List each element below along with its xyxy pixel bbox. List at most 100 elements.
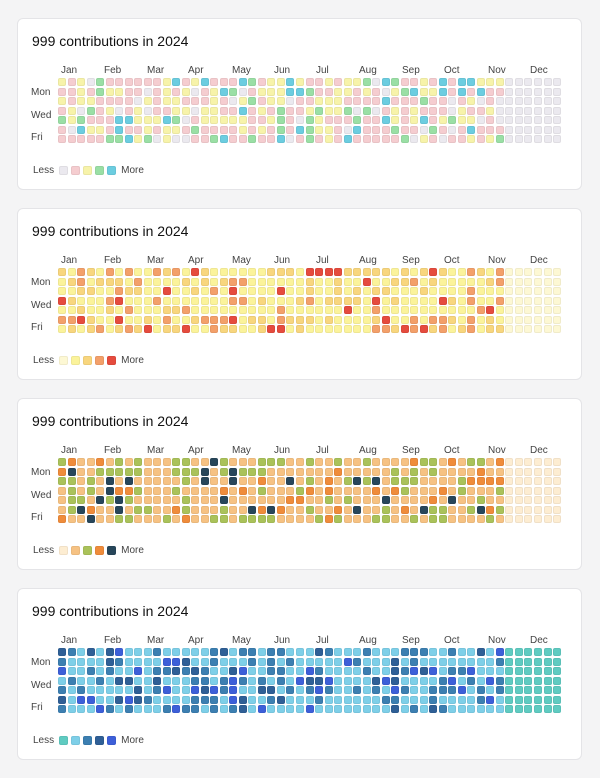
contribution-cell[interactable] <box>172 477 181 486</box>
contribution-cell[interactable] <box>400 505 409 514</box>
contribution-cell[interactable] <box>505 686 514 695</box>
contribution-cell[interactable] <box>143 515 152 524</box>
contribution-cell[interactable] <box>191 695 200 704</box>
contribution-cell[interactable] <box>286 78 295 86</box>
contribution-cell[interactable] <box>124 325 133 334</box>
contribution-cell[interactable] <box>505 505 514 514</box>
contribution-cell[interactable] <box>362 306 371 315</box>
contribution-cell[interactable] <box>219 125 228 134</box>
contribution-cell[interactable] <box>124 116 133 125</box>
contribution-cell[interactable] <box>353 135 362 144</box>
contribution-cell[interactable] <box>210 496 219 505</box>
contribution-cell[interactable] <box>219 486 228 495</box>
contribution-cell[interactable] <box>58 116 66 125</box>
contribution-cell[interactable] <box>343 477 352 486</box>
contribution-cell[interactable] <box>486 125 495 134</box>
contribution-cell[interactable] <box>305 477 314 486</box>
contribution-cell[interactable] <box>495 657 504 666</box>
contribution-cell[interactable] <box>353 277 362 286</box>
contribution-cell[interactable] <box>238 667 247 676</box>
contribution-cell[interactable] <box>343 277 352 286</box>
contribution-cell[interactable] <box>105 705 114 714</box>
contribution-cell[interactable] <box>191 686 200 695</box>
contribution-cell[interactable] <box>67 306 76 315</box>
contribution-cell[interactable] <box>248 686 257 695</box>
contribution-cell[interactable] <box>495 686 504 695</box>
contribution-cell[interactable] <box>334 135 343 144</box>
contribution-cell[interactable] <box>372 458 381 466</box>
contribution-cell[interactable] <box>362 486 371 495</box>
contribution-cell[interactable] <box>457 477 466 486</box>
contribution-cell[interactable] <box>438 477 447 486</box>
contribution-cell[interactable] <box>219 657 228 666</box>
contribution-cell[interactable] <box>248 505 257 514</box>
contribution-cell[interactable] <box>96 306 105 315</box>
contribution-cell[interactable] <box>296 135 304 144</box>
contribution-cell[interactable] <box>86 505 95 514</box>
contribution-cell[interactable] <box>77 97 86 106</box>
contribution-cell[interactable] <box>534 648 542 656</box>
contribution-cell[interactable] <box>524 486 533 495</box>
contribution-cell[interactable] <box>86 116 95 125</box>
contribution-cell[interactable] <box>67 705 76 714</box>
contribution-cell[interactable] <box>505 78 514 86</box>
contribution-cell[interactable] <box>343 467 352 476</box>
contribution-cell[interactable] <box>86 287 95 296</box>
contribution-cell[interactable] <box>153 458 162 466</box>
contribution-cell[interactable] <box>58 87 66 96</box>
contribution-cell[interactable] <box>400 695 409 704</box>
contribution-cell[interactable] <box>553 705 562 714</box>
contribution-cell[interactable] <box>429 695 438 704</box>
contribution-cell[interactable] <box>324 695 333 704</box>
contribution-cell[interactable] <box>476 695 485 704</box>
contribution-cell[interactable] <box>324 97 333 106</box>
contribution-cell[interactable] <box>286 87 295 96</box>
contribution-cell[interactable] <box>191 648 200 656</box>
contribution-cell[interactable] <box>353 78 362 86</box>
contribution-cell[interactable] <box>524 686 533 695</box>
contribution-cell[interactable] <box>362 648 371 656</box>
contribution-cell[interactable] <box>315 676 324 685</box>
contribution-cell[interactable] <box>372 296 381 305</box>
contribution-cell[interactable] <box>514 306 523 315</box>
contribution-cell[interactable] <box>429 648 438 656</box>
contribution-cell[interactable] <box>276 106 285 115</box>
contribution-cell[interactable] <box>457 97 466 106</box>
contribution-cell[interactable] <box>153 496 162 505</box>
contribution-cell[interactable] <box>191 486 200 495</box>
contribution-cell[interactable] <box>286 477 295 486</box>
contribution-cell[interactable] <box>67 458 76 466</box>
contribution-cell[interactable] <box>514 116 523 125</box>
contribution-cell[interactable] <box>134 78 143 86</box>
contribution-cell[interactable] <box>58 467 66 476</box>
contribution-cell[interactable] <box>305 486 314 495</box>
contribution-cell[interactable] <box>172 296 181 305</box>
contribution-cell[interactable] <box>143 87 152 96</box>
contribution-cell[interactable] <box>191 467 200 476</box>
contribution-cell[interactable] <box>486 667 495 676</box>
contribution-cell[interactable] <box>200 277 209 286</box>
contribution-cell[interactable] <box>67 296 76 305</box>
contribution-cell[interactable] <box>457 306 466 315</box>
contribution-cell[interactable] <box>334 315 343 324</box>
contribution-cell[interactable] <box>486 676 495 685</box>
contribution-cell[interactable] <box>324 705 333 714</box>
contribution-cell[interactable] <box>134 705 143 714</box>
contribution-cell[interactable] <box>372 125 381 134</box>
contribution-cell[interactable] <box>124 705 133 714</box>
contribution-cell[interactable] <box>276 325 285 334</box>
contribution-cell[interactable] <box>296 87 304 96</box>
contribution-cell[interactable] <box>324 87 333 96</box>
contribution-cell[interactable] <box>391 496 400 505</box>
contribution-cell[interactable] <box>115 268 124 276</box>
contribution-cell[interactable] <box>305 467 314 476</box>
contribution-cell[interactable] <box>181 486 190 495</box>
contribution-cell[interactable] <box>257 486 266 495</box>
contribution-cell[interactable] <box>476 116 485 125</box>
contribution-cell[interactable] <box>86 695 95 704</box>
contribution-cell[interactable] <box>58 686 66 695</box>
contribution-cell[interactable] <box>143 125 152 134</box>
contribution-cell[interactable] <box>400 325 409 334</box>
contribution-cell[interactable] <box>191 306 200 315</box>
contribution-cell[interactable] <box>210 306 219 315</box>
